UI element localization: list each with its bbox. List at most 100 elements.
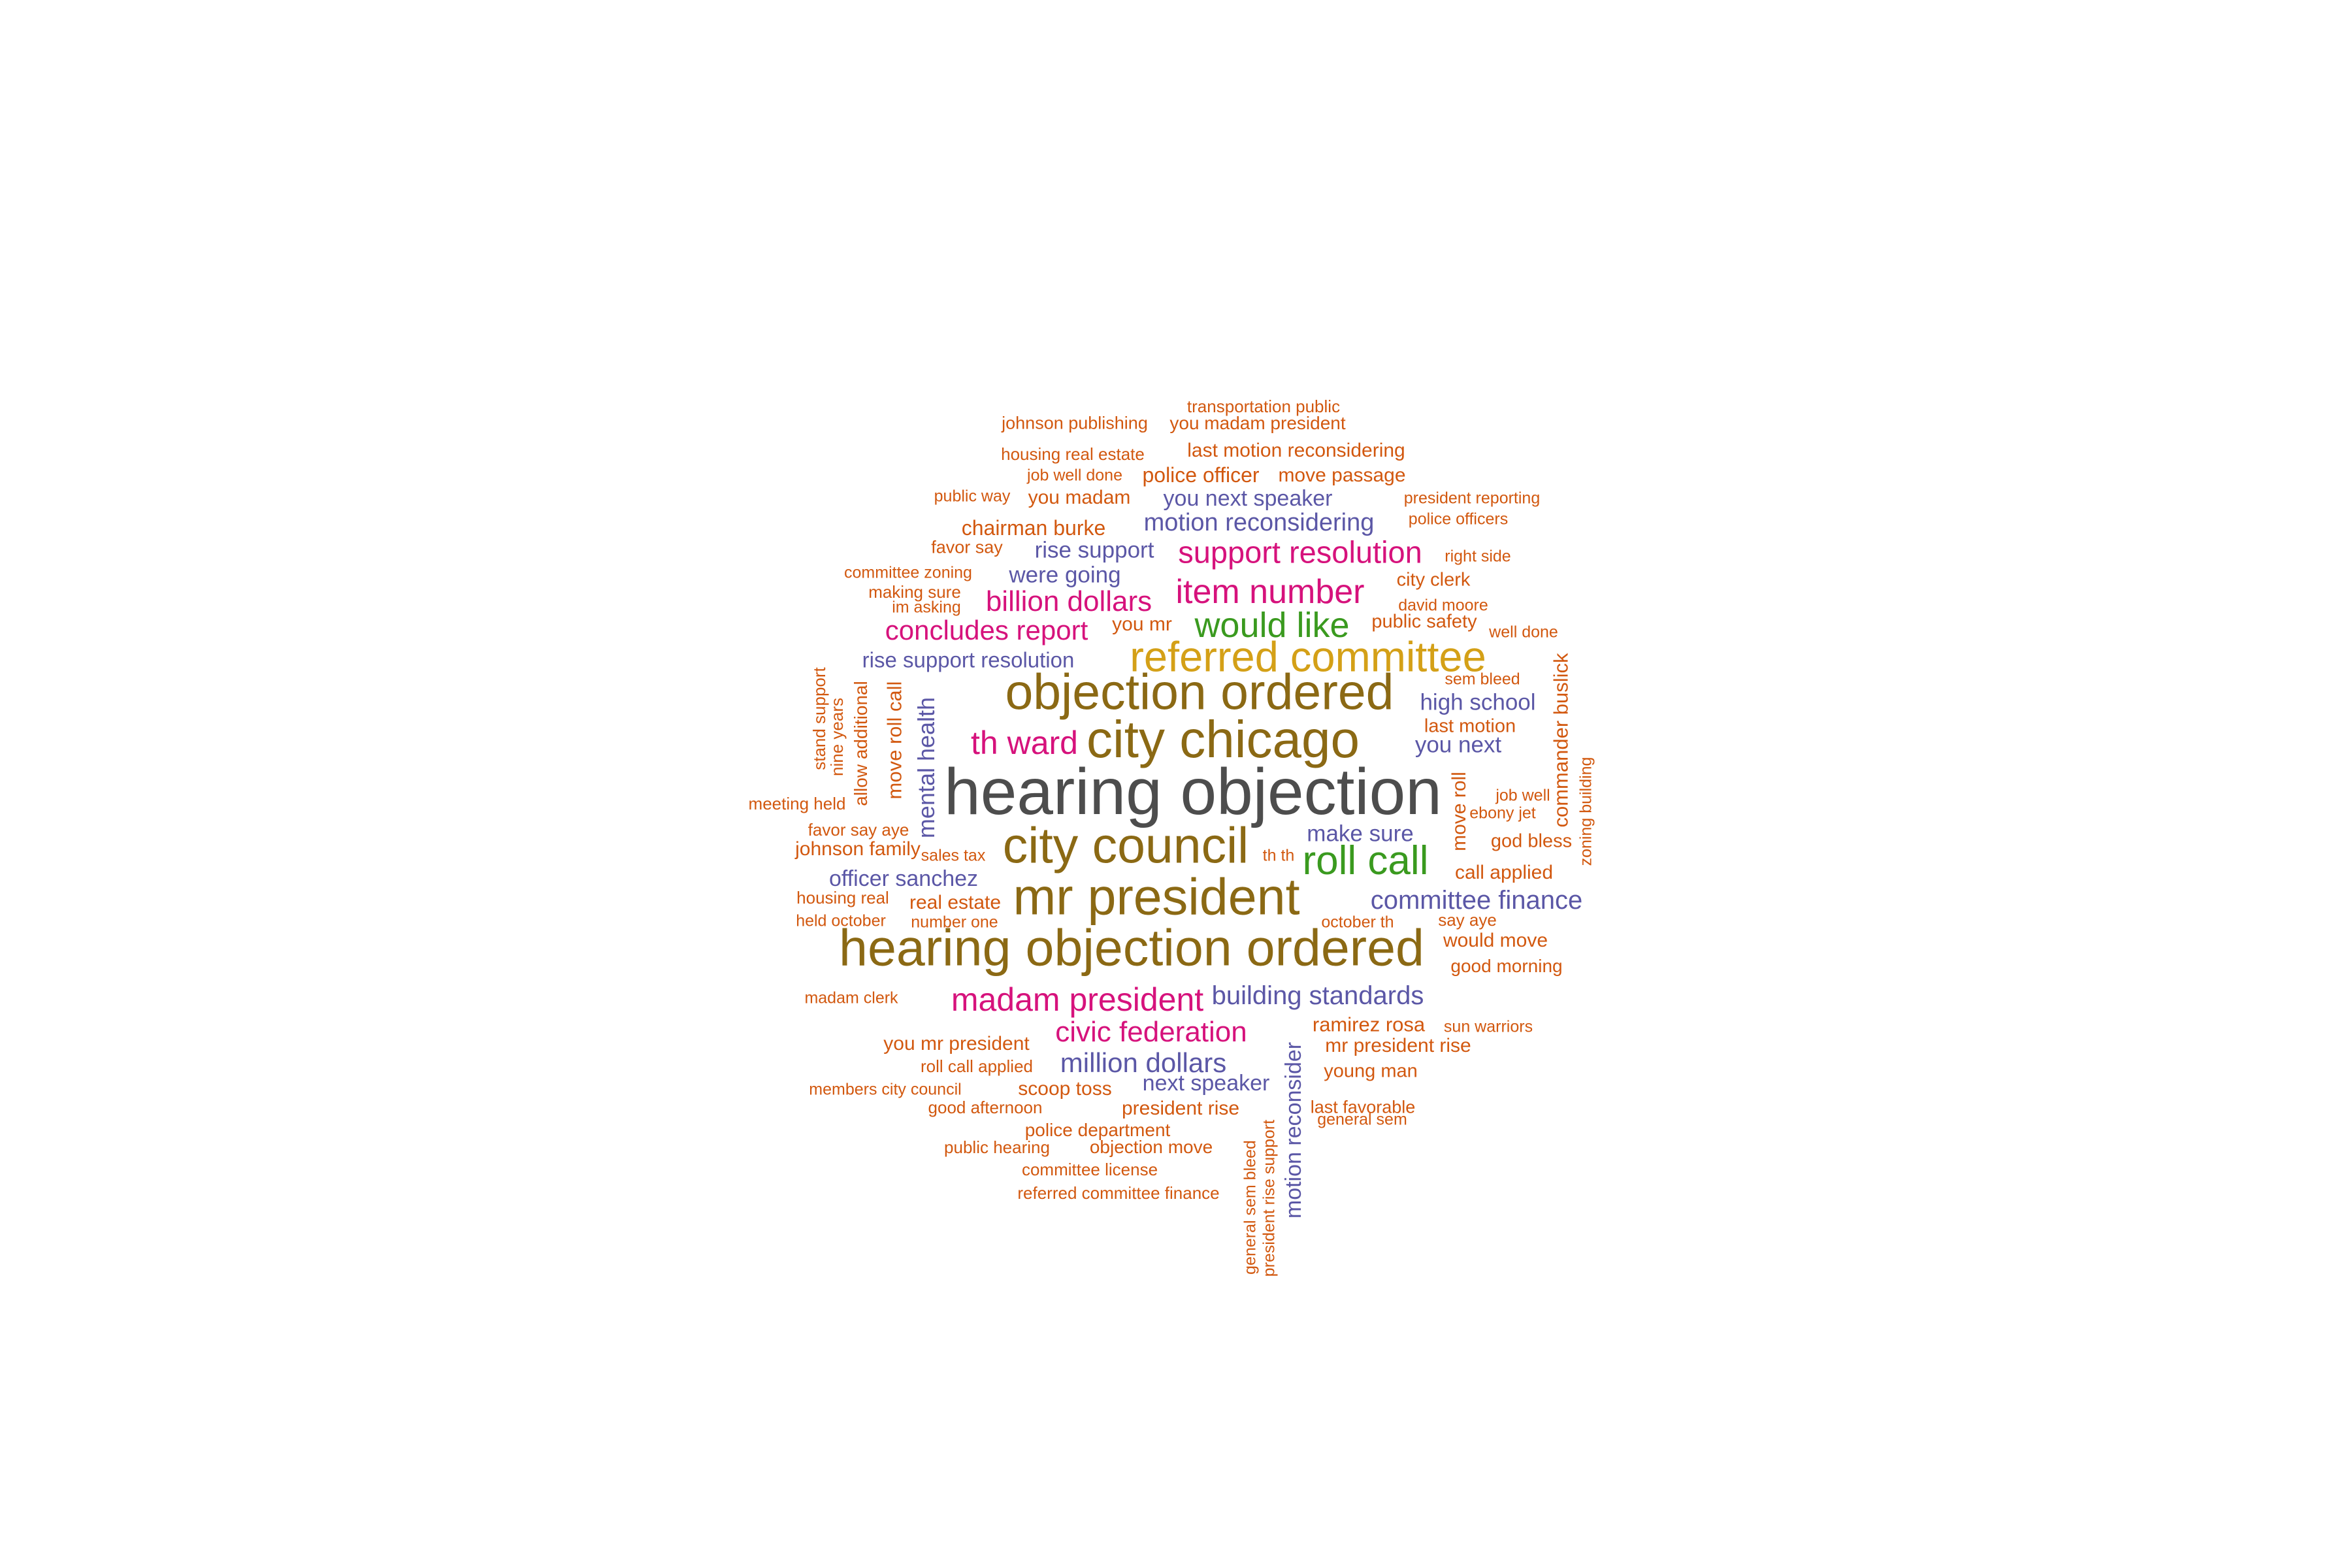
word: general sem [1317, 1110, 1407, 1129]
word: commander buslick [1549, 653, 1573, 828]
word: president reporting [1403, 489, 1541, 508]
word: stand support [809, 667, 829, 770]
word: young man [1324, 1060, 1418, 1082]
word: police officer [1142, 463, 1260, 487]
word: concludes report [885, 615, 1088, 645]
word: objection move [1089, 1137, 1213, 1157]
word: make sure [1307, 821, 1414, 847]
word: last motion reconsidering [1187, 440, 1405, 461]
word: right side [1445, 547, 1511, 566]
word: roll call applied [921, 1056, 1033, 1076]
word: you next speaker [1163, 486, 1333, 511]
word: sem bleed [1445, 670, 1520, 689]
word: chairman burke [961, 516, 1106, 540]
word: mr president [1013, 867, 1300, 926]
word: held october [796, 911, 886, 930]
word: public hearing [944, 1137, 1050, 1157]
word: next speaker [1142, 1071, 1270, 1096]
word: im asking [892, 598, 961, 617]
word: good afternoon [928, 1098, 1043, 1117]
word: support resolution [1178, 534, 1422, 570]
word: number one [911, 913, 998, 932]
word: would like [1194, 606, 1350, 645]
word: real estate [909, 892, 1002, 913]
word: making sure [868, 582, 961, 602]
word: nine years [827, 698, 847, 776]
word: building standards [1211, 981, 1424, 1010]
word: zoning building [1576, 757, 1595, 866]
word: move passage [1278, 465, 1406, 486]
word: committee license [1021, 1160, 1158, 1179]
word: last motion [1424, 715, 1516, 737]
word: meeting held [748, 794, 846, 813]
word: you mr [1112, 613, 1172, 635]
word: police officers [1408, 510, 1509, 529]
word: high school [1420, 689, 1536, 715]
word: madam president [951, 981, 1204, 1018]
word: job well done [1027, 466, 1122, 485]
word: say aye [1438, 910, 1497, 930]
word: sales tax [921, 846, 986, 865]
word: city clerk [1396, 569, 1471, 591]
word: favor say [931, 537, 1003, 557]
word: god bless [1490, 830, 1573, 852]
word: civic federation [1055, 1016, 1247, 1048]
word: million dollars [1060, 1047, 1227, 1078]
word: hearing objection ordered [839, 918, 1424, 977]
word: were going [1009, 562, 1121, 588]
word: ramirez rosa [1312, 1013, 1426, 1036]
word: sun warriors [1443, 1017, 1533, 1036]
word: move roll [1448, 772, 1470, 851]
word: rise support [1034, 537, 1154, 563]
word: scoop toss [1018, 1078, 1112, 1100]
word: you next [1414, 732, 1502, 758]
word: johnson publishing [1002, 413, 1148, 433]
word: general sem bleed [1241, 1140, 1260, 1275]
word: referred committee [1130, 632, 1486, 681]
word: th th [1262, 846, 1295, 865]
word: motion reconsider [1281, 1041, 1306, 1219]
word: city chicago [1086, 710, 1360, 768]
word: you madam [1028, 487, 1131, 508]
word: roll call [1302, 838, 1429, 883]
word: last favorable [1310, 1097, 1416, 1117]
word: public way [934, 487, 1011, 506]
word: mr president rise [1325, 1035, 1471, 1056]
word: favor say aye [808, 820, 909, 840]
word: motion reconsidering [1143, 509, 1375, 536]
word: members city council [809, 1080, 962, 1099]
word: move roll call [883, 681, 906, 800]
word: president rise [1121, 1098, 1240, 1119]
word: you madam president [1169, 413, 1346, 433]
word: referred committee finance [1017, 1183, 1220, 1203]
word: good morning [1450, 956, 1563, 976]
word: october th [1321, 913, 1394, 932]
word: th ward [971, 725, 1078, 761]
word: job well [1495, 786, 1550, 805]
word: objection ordered [1005, 664, 1394, 721]
word: committee zoning [844, 563, 972, 582]
word: you mr president [883, 1033, 1030, 1054]
word: would move [1443, 930, 1548, 951]
word: ebony jet [1469, 804, 1536, 823]
word: president rise support [1260, 1119, 1279, 1277]
word: transportation public [1186, 397, 1341, 416]
word: hearing objection [944, 755, 1442, 828]
word: housing real estate [1001, 444, 1145, 464]
word: call applied [1454, 862, 1554, 883]
word: officer sanchez [828, 866, 979, 891]
word: police department [1024, 1120, 1171, 1140]
word: committee finance [1370, 886, 1583, 915]
word: mental health [913, 696, 939, 839]
word: allow additional [851, 681, 871, 806]
word: rise support resolution [862, 647, 1075, 672]
word: city council [1002, 817, 1249, 874]
word: david moore [1398, 596, 1488, 615]
word: johnson family [795, 838, 921, 860]
word: billion dollars [985, 585, 1152, 617]
word: madam clerk [804, 988, 898, 1007]
word: public safety [1371, 611, 1477, 632]
word: well done [1489, 623, 1558, 642]
word: item number [1175, 573, 1365, 611]
